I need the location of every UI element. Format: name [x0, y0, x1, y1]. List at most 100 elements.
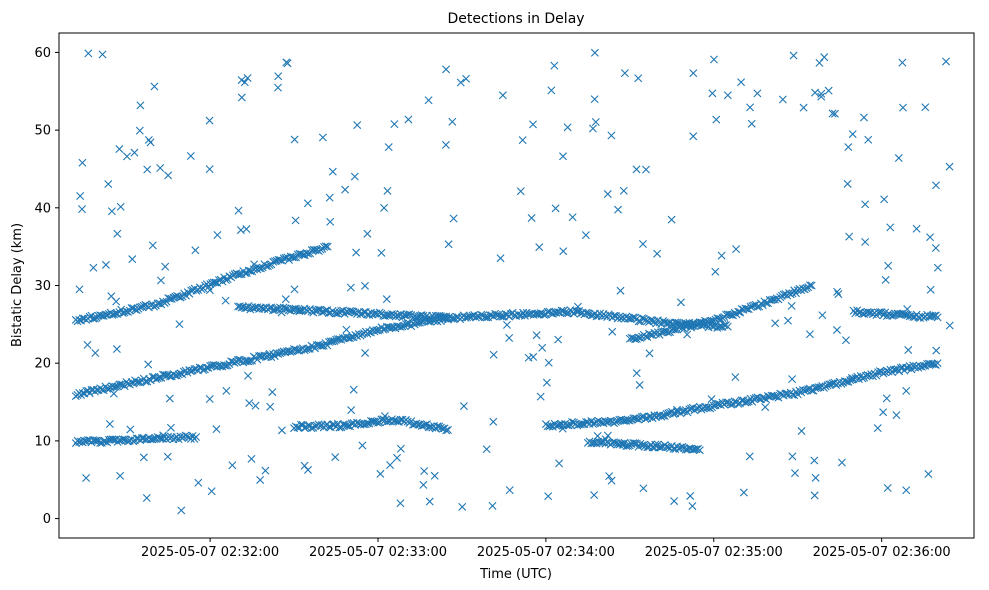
track-marker [421, 421, 430, 430]
track-marker [92, 436, 101, 445]
detection-marker [590, 95, 599, 104]
track-marker [321, 306, 330, 315]
detection-marker [879, 408, 888, 417]
detection-marker [590, 48, 599, 57]
detection-marker [605, 472, 614, 481]
detection-marker [107, 207, 116, 216]
track-marker [671, 318, 680, 327]
detection-marker [834, 290, 843, 299]
detection-marker [873, 424, 882, 433]
detection-marker [126, 425, 135, 434]
track-marker [391, 312, 400, 321]
x-tick-label: 2025-05-07 02:36:00 [813, 545, 951, 560]
detection-marker [634, 74, 643, 83]
detection-marker [864, 135, 873, 144]
detection-marker [619, 186, 628, 195]
track-marker [624, 416, 633, 425]
detection-marker [607, 131, 616, 140]
detection-marker [404, 115, 413, 124]
detection-marker [390, 120, 399, 129]
plot-area [58, 32, 975, 539]
track-marker [246, 356, 255, 365]
detection-marker [136, 101, 145, 110]
detection-marker [175, 320, 184, 329]
track-marker [300, 423, 309, 432]
y-tick-label: 40 [34, 201, 51, 216]
detection-marker [723, 91, 732, 100]
detection-marker [205, 286, 214, 295]
detection-marker [563, 123, 572, 132]
detection-marker [383, 186, 392, 195]
track-marker [387, 309, 396, 318]
y-axis-label: Bistatic Delay (km) [10, 223, 25, 347]
track-marker [228, 357, 237, 366]
detection-marker [616, 286, 625, 295]
detection-marker [228, 461, 237, 470]
detection-marker [847, 375, 856, 384]
track-marker [443, 426, 452, 434]
detection-marker [932, 346, 941, 355]
detection-marker [112, 345, 121, 354]
track-marker [625, 416, 634, 425]
track-marker [695, 318, 704, 327]
detection-marker [159, 431, 168, 440]
detection-marker [559, 247, 568, 256]
detection-marker [156, 276, 165, 285]
detection-marker [711, 267, 720, 276]
track-marker [286, 347, 295, 356]
detection-marker [489, 350, 498, 359]
detection-marker [396, 499, 405, 508]
detection-marker [91, 349, 100, 357]
detection-marker [264, 351, 273, 360]
detection-marker [380, 412, 389, 421]
detection-marker [256, 475, 265, 484]
detection-marker [83, 340, 92, 349]
detection-marker [926, 233, 935, 242]
track-marker [265, 303, 274, 312]
detection-marker [898, 58, 907, 67]
detection-marker [745, 452, 754, 461]
detection-marker [274, 72, 283, 81]
track-marker [638, 412, 647, 421]
detection-marker [347, 406, 356, 415]
detection-marker [213, 231, 222, 239]
track-marker [552, 308, 561, 317]
x-tick-label: 2025-05-07 02:34:00 [477, 545, 615, 560]
detection-marker [212, 425, 221, 434]
detection-marker [290, 285, 299, 294]
detection-marker [638, 240, 647, 248]
detection-marker [673, 405, 682, 414]
detection-marker [144, 360, 153, 369]
track-marker [207, 361, 216, 370]
detection-marker [273, 83, 282, 92]
track-marker [671, 325, 680, 334]
detection-marker [810, 491, 819, 500]
track-marker [115, 380, 124, 389]
track-marker [641, 332, 650, 341]
track-marker [743, 304, 751, 313]
detection-marker [676, 298, 685, 307]
detection-marker [632, 369, 641, 378]
detection-marker [498, 91, 507, 100]
detection-marker [353, 121, 362, 130]
detection-marker [848, 130, 857, 139]
track-marker [356, 310, 365, 319]
detection-marker [568, 213, 577, 222]
detection-marker [261, 466, 270, 475]
detection-marker [861, 237, 870, 246]
detection-marker [608, 327, 617, 336]
detection-marker [420, 467, 429, 476]
detection-marker [859, 113, 868, 122]
detection-marker [207, 487, 216, 496]
detection-marker [732, 245, 741, 254]
detection-marker [325, 193, 334, 202]
detection-marker [502, 320, 511, 329]
detection-marker [833, 287, 842, 296]
detection-marker [441, 140, 450, 149]
detection-marker [101, 260, 110, 269]
detection-marker [788, 452, 797, 461]
detection-marker [165, 394, 174, 403]
track-marker [480, 313, 489, 322]
detection-marker [78, 158, 87, 167]
detection-marker [817, 92, 826, 101]
